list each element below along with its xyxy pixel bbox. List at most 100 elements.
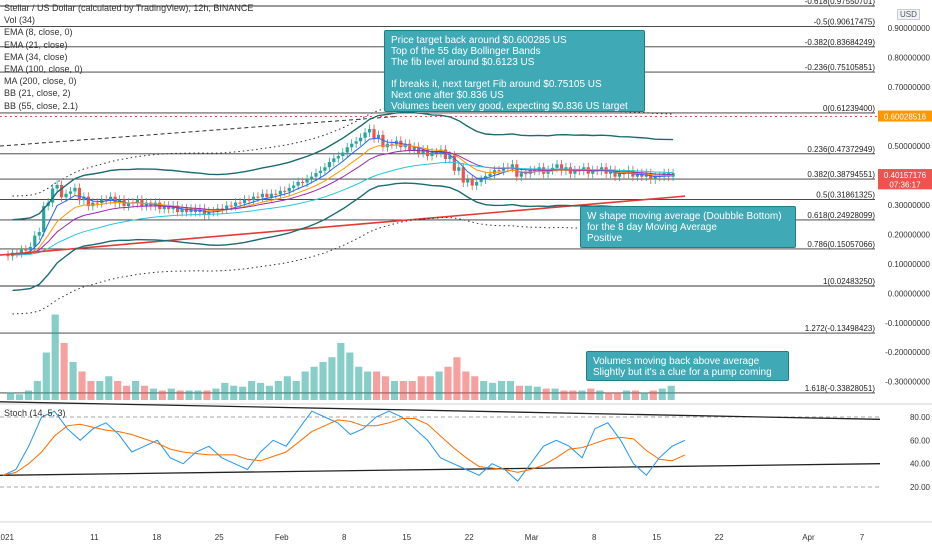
legend-ema21: EMA (21, close) <box>4 39 68 50</box>
volume-bar <box>524 385 532 400</box>
volume-bar <box>96 381 104 400</box>
volume-bar <box>194 390 202 400</box>
volume-bar <box>453 357 461 400</box>
candle-body <box>479 179 483 182</box>
candle-body <box>77 187 82 201</box>
stoch-tick-label: 80.00 <box>910 413 931 422</box>
volume-bar <box>140 385 149 400</box>
candle-body <box>443 149 448 160</box>
candle-body <box>341 152 345 157</box>
volume-bar <box>265 385 274 400</box>
stoch-legend: Stoch (14, 5, 3) <box>4 408 66 418</box>
candle-body <box>649 173 653 180</box>
candle-body <box>367 128 372 133</box>
legend-ema34: EMA (34, close) <box>4 51 68 62</box>
callout-volumes: Volumes moving back above average Slight… <box>586 351 789 381</box>
candle-body <box>318 170 323 174</box>
volume-bar <box>506 381 515 400</box>
candle-body <box>524 173 528 175</box>
volume-bar <box>614 392 622 400</box>
volume-bar <box>114 381 122 400</box>
x-tick-label: 22 <box>715 533 724 542</box>
volume-bar <box>578 390 586 400</box>
x-tick-label: 25 <box>215 533 224 542</box>
fib-level-label: 0.236(0.47372949) <box>807 145 875 154</box>
volume-bar <box>78 371 86 400</box>
candle-body <box>421 149 425 154</box>
candle-body <box>86 196 90 207</box>
volume-bar <box>283 376 291 400</box>
legend-vol: Vol (34) <box>4 15 36 26</box>
volume-bar <box>123 385 131 400</box>
candle-body <box>73 187 77 192</box>
ema100-line <box>12 161 674 256</box>
volume-bar <box>301 371 309 400</box>
candle-body <box>434 152 439 154</box>
volume-bar <box>471 376 479 400</box>
price-badge <box>878 110 932 122</box>
candle-body <box>359 137 363 142</box>
volume-bar <box>435 371 443 400</box>
volume-bar <box>355 366 363 400</box>
x-tick-label: 18 <box>152 533 161 542</box>
candle-body <box>372 128 376 139</box>
volume-bar <box>542 388 550 400</box>
candle-body <box>300 181 305 183</box>
candle-body <box>265 193 269 198</box>
price-badge-label: 0.60028516 <box>884 113 927 122</box>
fib-level-label: -0.236(0.75105851) <box>805 63 876 72</box>
fib-level-label: -0.382(0.83684249) <box>805 38 876 47</box>
legend-ema8: EMA (8, close, 0) <box>4 27 73 38</box>
volume-bar <box>515 385 523 400</box>
y-tick-label: 0.50000000 <box>888 142 931 151</box>
y-tick-label: 0.80000000 <box>888 54 931 63</box>
volume-bar <box>596 390 604 400</box>
candle-body <box>591 170 595 174</box>
fib-level-label: 0.5(0.31861325) <box>816 190 875 199</box>
y-tick-label: 0.70000000 <box>888 83 931 92</box>
x-tick-label: Feb <box>275 533 289 542</box>
candle-body <box>376 134 381 139</box>
candle-body <box>497 170 501 172</box>
y-tick-label: 0.10000000 <box>888 260 931 269</box>
candle-body <box>519 173 523 177</box>
candle-body <box>91 202 95 207</box>
candle-body <box>470 179 474 186</box>
candle-body <box>109 196 113 201</box>
volume-bar <box>381 376 390 400</box>
legend-ema100: EMA (100, close, 0) <box>4 64 83 75</box>
currency-badge[interactable]: USD <box>897 9 920 20</box>
volume-bar <box>60 343 68 400</box>
candle-body <box>162 205 166 210</box>
candle-body <box>126 202 131 207</box>
volume-bar <box>7 392 15 400</box>
candle-body <box>292 185 296 188</box>
price-badge-label: 0.40157176 <box>884 171 927 180</box>
x-tick-label: 11 <box>90 533 99 542</box>
volume-bar <box>310 366 318 400</box>
callout-line: Top of the 55 day Bollinger Bands <box>391 46 541 57</box>
volume-bar <box>426 376 434 400</box>
callout-line: for the 8 day Moving Average <box>587 222 717 233</box>
volume-bar <box>158 390 166 400</box>
volume-bar <box>256 382 265 400</box>
candle-body <box>82 196 86 201</box>
candle-body <box>287 187 291 192</box>
candle-body <box>533 170 537 172</box>
candle-body <box>390 143 394 145</box>
callout-line: Volumes moving back above average <box>593 356 760 367</box>
candle-body <box>207 211 211 215</box>
stoch-d-line <box>2 418 686 476</box>
callout-line <box>391 68 638 79</box>
candle-body <box>278 190 282 195</box>
volume-bar <box>42 352 50 400</box>
candle-body <box>260 193 265 198</box>
candle-body <box>448 155 452 160</box>
ema34-line <box>12 149 674 256</box>
volume-bar <box>631 390 640 400</box>
x-tick-label: 7 <box>860 533 865 542</box>
candle-body <box>64 193 68 198</box>
volume-bar <box>551 388 559 400</box>
candle-body <box>430 152 434 157</box>
